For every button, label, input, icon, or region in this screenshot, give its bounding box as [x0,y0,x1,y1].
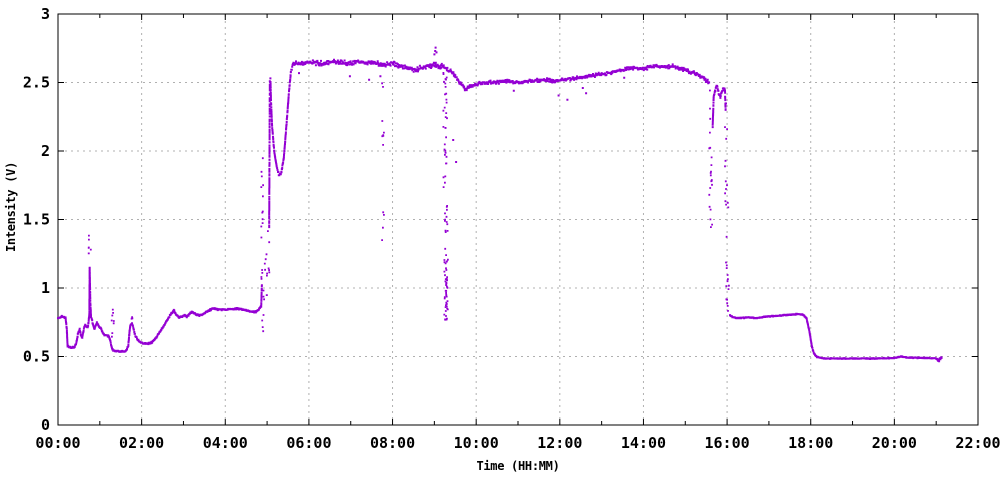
y-tick-label: 2 [41,142,50,160]
x-tick-label: 08:00 [370,434,415,452]
y-tick-label: 1.5 [23,211,50,229]
x-tick-label: 00:00 [35,434,80,452]
x-tick-label: 02:00 [119,434,164,452]
x-tick-label: 22:00 [955,434,1000,452]
y-tick-label: 3 [41,5,50,23]
y-tick-label: 1 [41,279,50,297]
x-tick-label: 12:00 [537,434,582,452]
x-axis-title: Time (HH:MM) [476,459,560,473]
x-tick-label: 18:00 [788,434,833,452]
y-tick-label: 0.5 [23,348,50,366]
x-tick-label: 20:00 [872,434,917,452]
y-tick-label: 0 [41,416,50,434]
x-tick-label: 10:00 [454,434,499,452]
x-tick-label: 14:00 [621,434,666,452]
x-tick-label: 04:00 [203,434,248,452]
data-points [57,46,943,363]
y-axis-title: Intensity (V) [4,161,18,253]
y-tick-label: 2.5 [23,74,50,92]
x-tick-label: 16:00 [705,434,750,452]
x-tick-label: 06:00 [286,434,331,452]
